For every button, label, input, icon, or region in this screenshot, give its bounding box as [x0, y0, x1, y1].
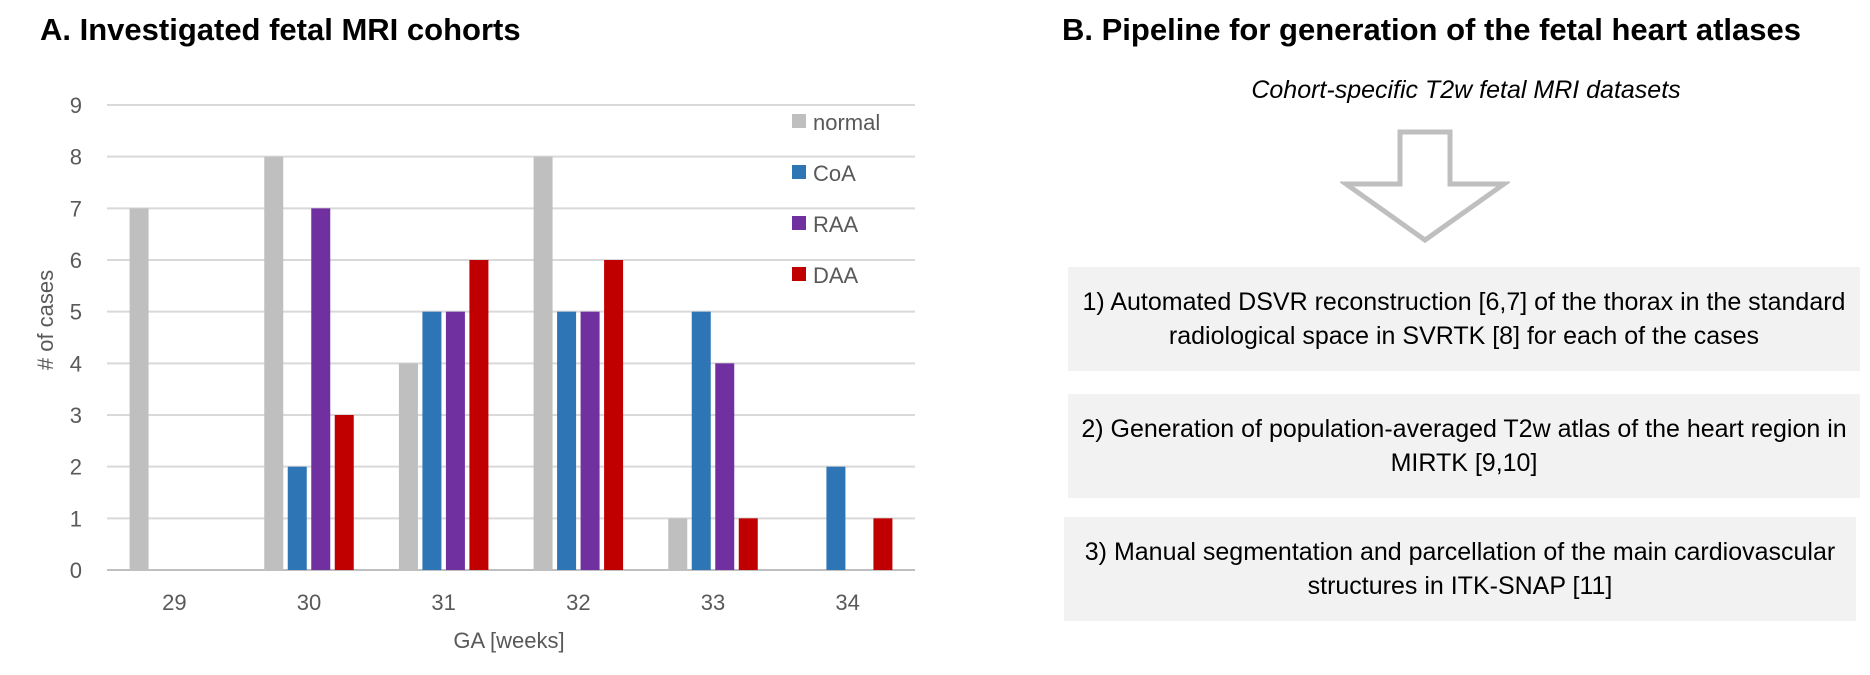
pipeline-step-3: 3) Manual segmentation and parcellation …	[1064, 517, 1856, 621]
legend-swatch-coa	[792, 165, 806, 179]
bar-daa-33	[738, 518, 758, 570]
pipeline-header: Cohort-specific T2w fetal MRI datasets	[1251, 76, 1681, 104]
y-tick-label: 9	[70, 93, 82, 118]
bar-daa-34	[873, 518, 893, 570]
legend-label-raa: RAA	[813, 212, 859, 237]
bar-coa-33	[691, 311, 711, 570]
y-tick-label: 4	[70, 351, 82, 376]
bar-normal-29	[129, 208, 149, 571]
legend-swatch-raa	[792, 216, 806, 230]
bar-raa-30	[311, 208, 331, 571]
bar-normal-32	[533, 156, 553, 570]
bars	[129, 156, 893, 571]
pipeline-step-1: 1) Automated DSVR reconstruction [6,7] o…	[1068, 267, 1860, 371]
y-tick-label: 3	[70, 403, 82, 428]
legend-swatch-daa	[792, 267, 806, 281]
y-tick-label: 5	[70, 300, 82, 325]
y-tick-label: 1	[70, 506, 82, 531]
bar-daa-31	[469, 260, 489, 570]
bar-raa-33	[715, 363, 735, 570]
x-tick-label: 33	[701, 590, 725, 615]
x-tick-label: 30	[297, 590, 321, 615]
legend-label-daa: DAA	[813, 263, 859, 288]
y-tick-label: 2	[70, 455, 82, 480]
chart-title: A. Investigated fetal MRI cohorts	[40, 12, 521, 47]
legend-label-normal: normal	[813, 110, 880, 135]
bar-daa-30	[334, 415, 354, 570]
x-axis-label: GA [weeks]	[453, 628, 564, 653]
y-tick-label: 7	[70, 196, 82, 221]
legend-swatch-normal	[792, 114, 806, 128]
y-tick-labels: 0 1 2 3 4 5 6 7 8 9	[70, 93, 82, 583]
bar-raa-31	[445, 311, 465, 570]
legend-label-coa: CoA	[813, 161, 856, 186]
bar-raa-32	[580, 311, 600, 570]
bar-normal-33	[668, 518, 688, 570]
pipeline-title: B. Pipeline for generation of the fetal …	[1062, 12, 1802, 47]
bar-normal-31	[398, 363, 418, 570]
x-tick-label: 32	[566, 590, 590, 615]
x-tick-label: 34	[835, 590, 859, 615]
bar-coa-30	[287, 466, 307, 570]
down-arrow-icon	[1340, 129, 1510, 244]
bar-coa-31	[422, 311, 442, 570]
bar-daa-32	[604, 260, 624, 570]
y-axis-label: # of cases	[33, 270, 58, 370]
x-tick-label: 29	[162, 590, 186, 615]
legend: normal CoA RAA DAA	[792, 110, 880, 288]
y-tick-label: 6	[70, 248, 82, 273]
x-tick-labels: 29 30 31 32 33 34	[162, 590, 860, 615]
pipeline-step-2: 2) Generation of population-averaged T2w…	[1068, 394, 1860, 498]
y-tick-label: 0	[70, 558, 82, 583]
bar-normal-30	[264, 156, 284, 570]
x-tick-label: 31	[431, 590, 455, 615]
bar-coa-32	[557, 311, 577, 570]
gridlines	[107, 104, 915, 571]
y-tick-label: 8	[70, 145, 82, 170]
bar-coa-34	[826, 466, 846, 570]
